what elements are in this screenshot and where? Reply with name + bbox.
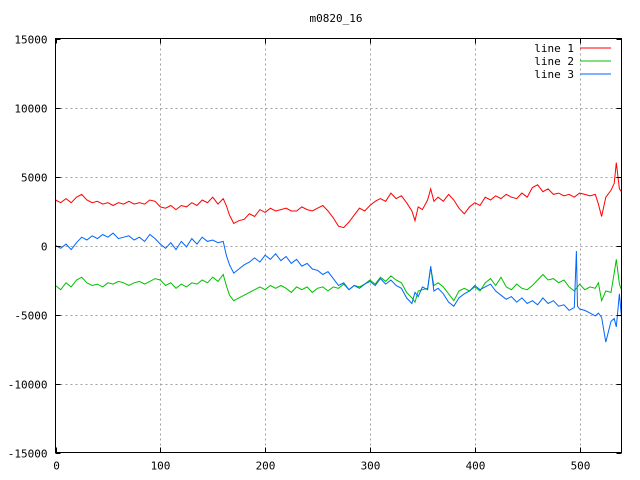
grid-lines xyxy=(55,38,622,453)
plot-frame xyxy=(55,38,622,453)
x-tick-label: 0 xyxy=(53,460,60,473)
legend-label-1: line 1 xyxy=(534,42,574,55)
x-tick-label: 400 xyxy=(466,460,486,473)
y-tick-label: 15000 xyxy=(14,34,47,47)
chart-title: m0820_16 xyxy=(310,12,363,25)
x-tick-label: 500 xyxy=(571,460,591,473)
y-tick-label: -5000 xyxy=(14,310,47,323)
y-tick-label: 5000 xyxy=(21,172,48,185)
legend-label-3: line 3 xyxy=(534,68,574,81)
y-tick-label: -15000 xyxy=(8,448,48,461)
series-line-3 xyxy=(55,232,622,343)
axis-ticks: 0 100 200 300 400 500 -15000 -10000 -5000 0 5000 10… xyxy=(8,34,622,473)
y-tick-label: 0 xyxy=(41,241,48,254)
x-tick-label: 200 xyxy=(256,460,276,473)
y-tick-label: 10000 xyxy=(14,103,47,116)
x-tick-label: 100 xyxy=(151,460,171,473)
y-tick-label: -10000 xyxy=(8,379,48,392)
x-tick-label: 300 xyxy=(361,460,381,473)
series-line-1 xyxy=(55,162,622,229)
series-layer xyxy=(55,162,622,343)
legend-label-2: line 2 xyxy=(534,55,574,68)
